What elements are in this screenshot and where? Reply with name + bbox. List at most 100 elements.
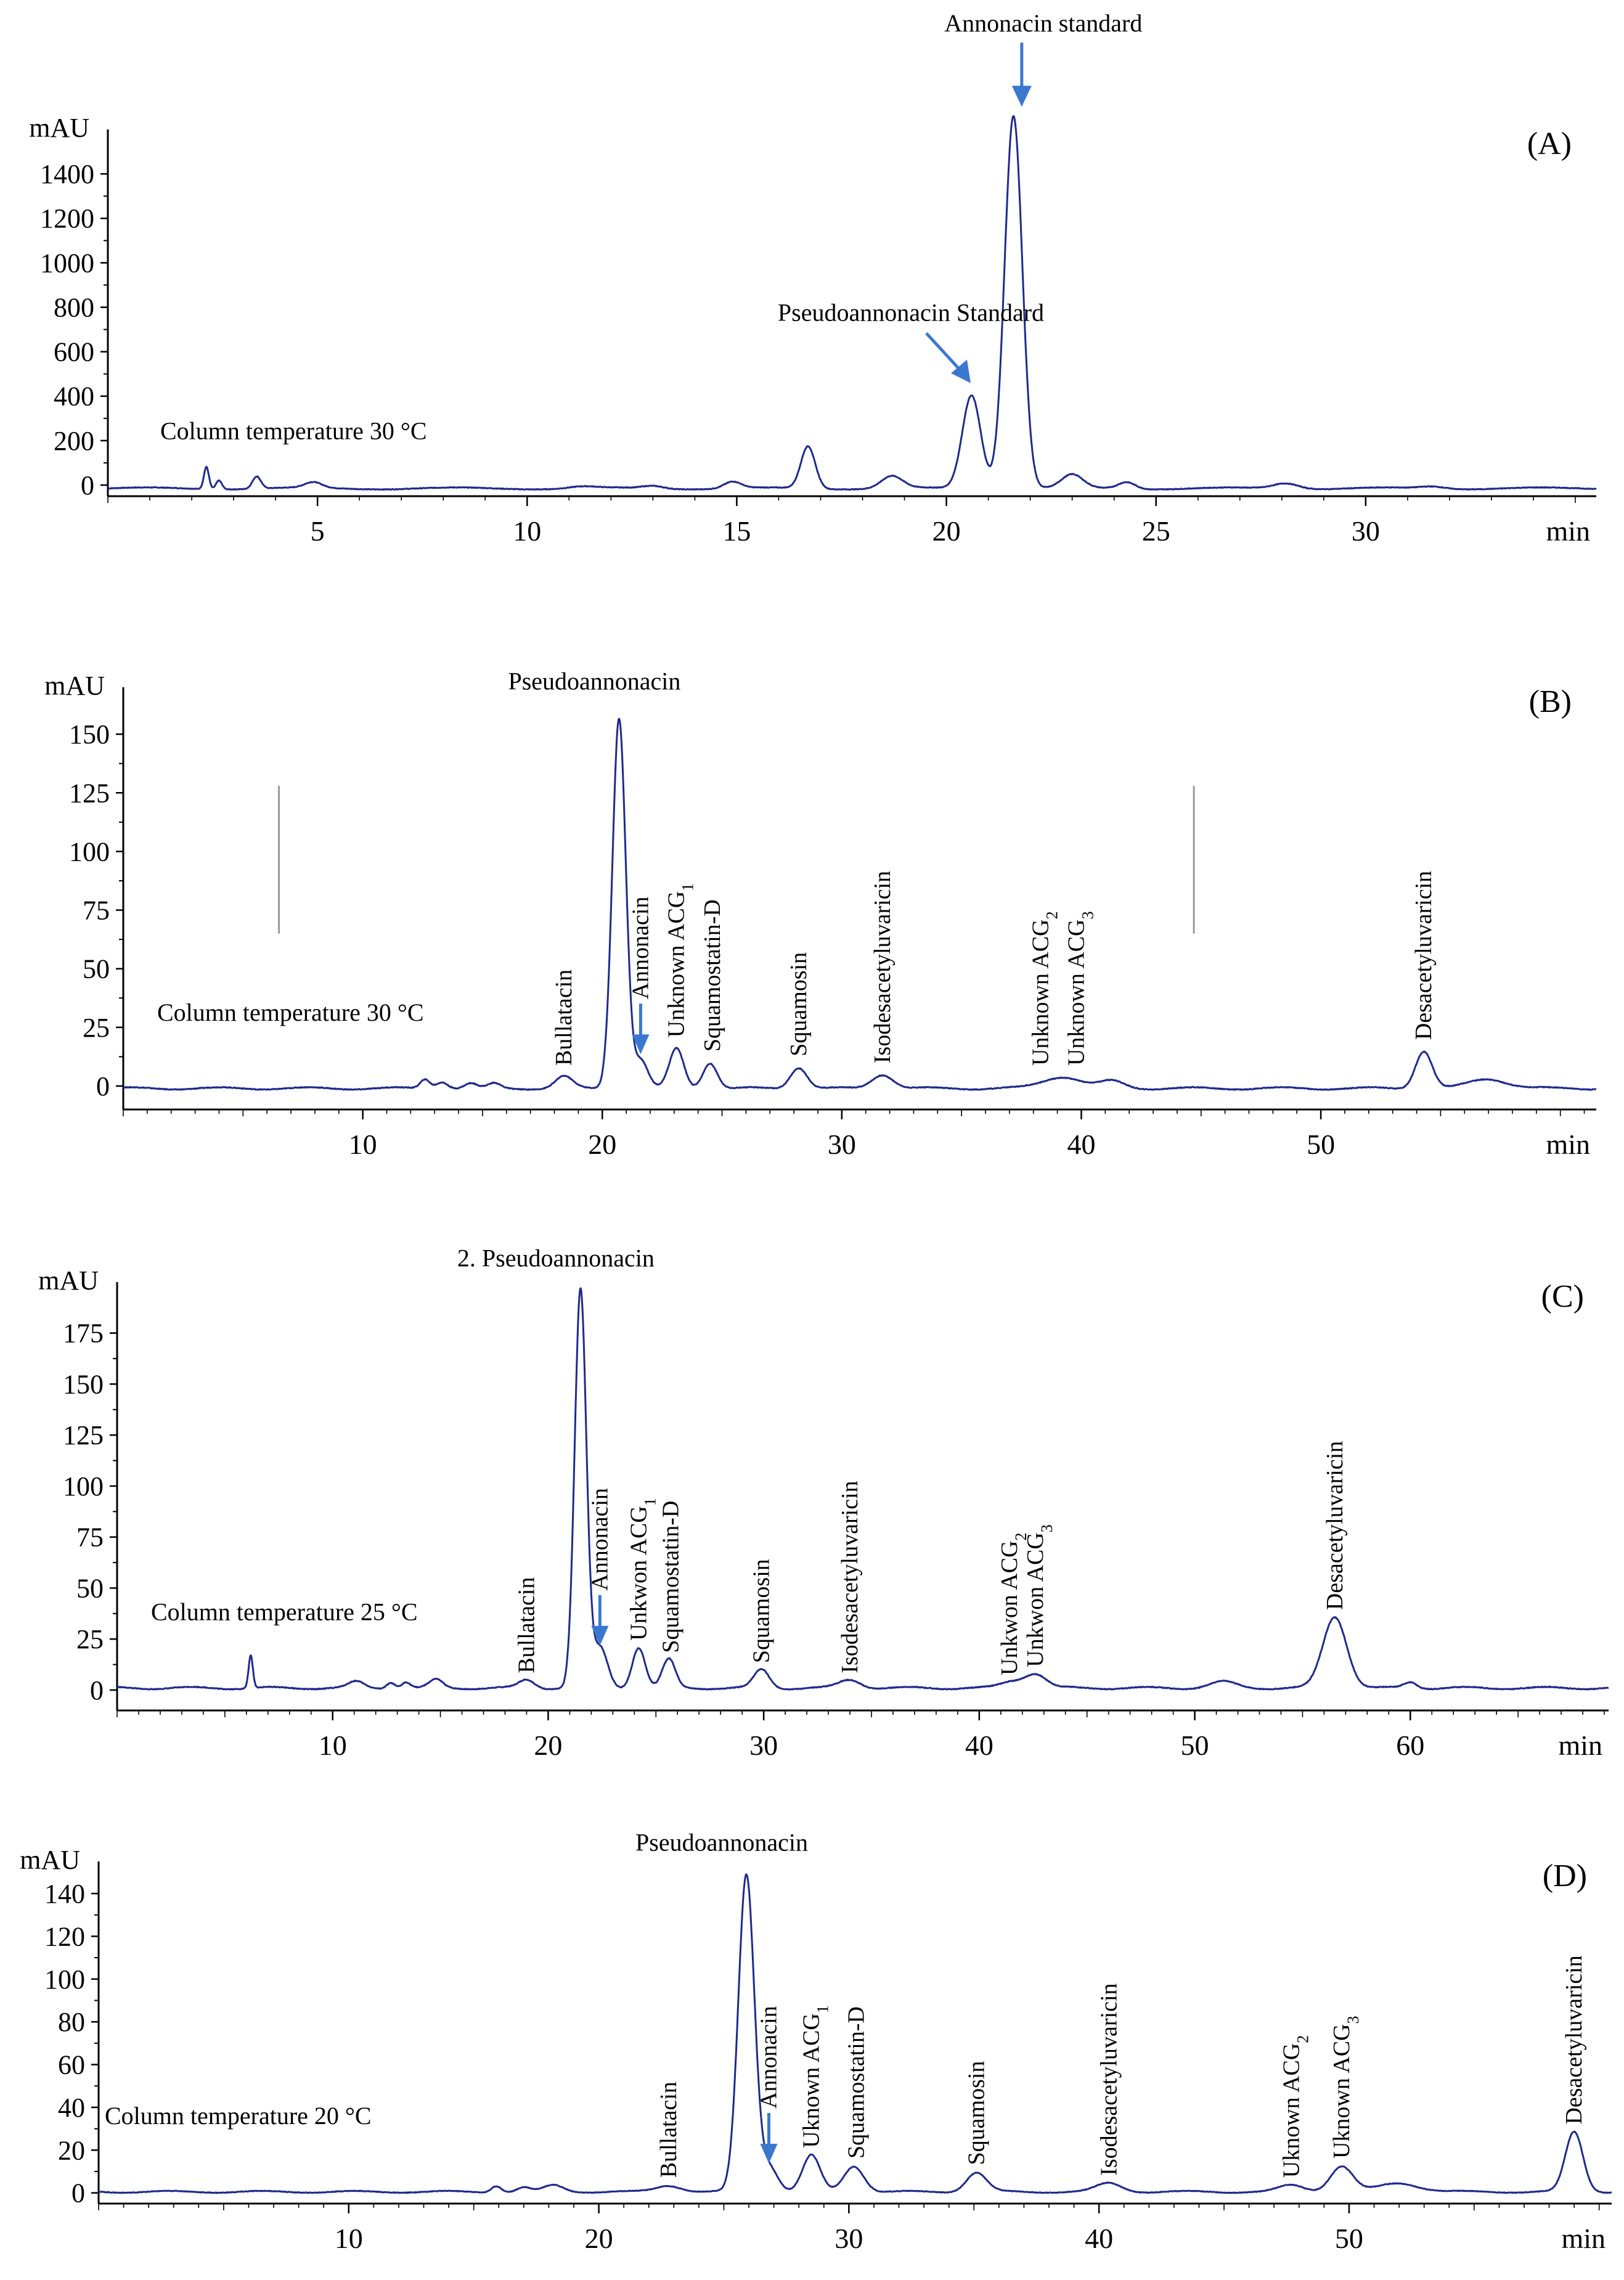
- peak-label: Desacetyluvaricin: [1322, 1441, 1348, 1610]
- peak-label: Bullatacin: [513, 1577, 539, 1673]
- y-tick-label: 0: [90, 1675, 104, 1706]
- y-axis-label: mAU: [44, 671, 105, 701]
- y-axis-label: mAU: [20, 1845, 80, 1875]
- x-tick-label: 10: [513, 515, 541, 547]
- y-tick-label: 120: [44, 1921, 85, 1951]
- x-tick-label: 20: [534, 1730, 562, 1761]
- peak-label: Squamosin: [749, 1559, 775, 1663]
- peak-label: Squamosin: [786, 952, 812, 1056]
- x-tick-label: 50: [1307, 1129, 1335, 1160]
- peak-label: Bullatacin: [656, 2082, 682, 2178]
- peak-label: Squamostatin-D: [658, 1501, 684, 1653]
- x-tick-label: 40: [1085, 2223, 1113, 2254]
- peak-label: Isodesacetyluvaricin: [1096, 1983, 1122, 2175]
- chromatogram-panel-b: 0 25 50 75 100 125 150 mAU 10 20 30 40 50 min (B) Colum…: [44, 668, 1597, 1160]
- y-tick-label: 25: [76, 1624, 104, 1654]
- y-tick-label: 25: [83, 1013, 110, 1043]
- y-tick-label: 75: [83, 896, 110, 926]
- column-temperature-note: Column temperature 20 °C: [105, 2102, 372, 2130]
- column-temperature-note: Column temperature 30 °C: [160, 417, 427, 444]
- panel-tag: (D): [1543, 1858, 1587, 1894]
- annonacin-arrow-head: [760, 2144, 778, 2164]
- peak-label-top: 2. Pseudoannonacin: [457, 1244, 655, 1272]
- x-tick-label: 50: [1335, 2223, 1363, 2254]
- y-tick-label: 60: [58, 2050, 85, 2080]
- peak-label: Annonacin: [587, 1488, 613, 1591]
- peak-label-top: Pseudoannonacin: [635, 1828, 808, 1856]
- annonacin-arrow-head: [591, 1625, 609, 1646]
- y-tick-label: 125: [63, 1420, 104, 1450]
- peak-label: Desacetyluvaricin: [1411, 871, 1437, 1040]
- y-tick-label: 150: [69, 719, 110, 750]
- x-tick-label: 10: [319, 1730, 347, 1761]
- x-tick-label: 20: [932, 515, 961, 547]
- x-tick-label: 30: [1352, 515, 1380, 547]
- x-tick-label: 50: [1181, 1730, 1209, 1761]
- peak-label-subscript: 3: [1344, 2016, 1361, 2024]
- peak-label: Annonacin: [756, 2006, 782, 2109]
- peak-label: Squamostatin-D: [844, 2006, 870, 2159]
- peak-label: Isodesacetyluvaricin: [870, 871, 896, 1063]
- annonacin-standard-label: Annonacin standard: [944, 9, 1142, 37]
- column-temperature-note: Column temperature 30 °C: [157, 999, 424, 1026]
- peak-label-subscript: 3: [1037, 1524, 1055, 1532]
- peak-label-subscript: 1: [679, 883, 696, 891]
- x-tick-label: 40: [1067, 1129, 1095, 1160]
- y-tick-label: 400: [54, 382, 94, 412]
- peak-label: Uknown ACG2: [1279, 2035, 1312, 2178]
- x-tick-label: 30: [749, 1730, 778, 1761]
- peak-label-subscript: 2: [1043, 911, 1061, 919]
- y-tick-label: 600: [54, 337, 94, 367]
- peak-label-subscript: 3: [1079, 911, 1096, 919]
- x-tick-label: 20: [585, 2223, 613, 2254]
- column-temperature-note: Column temperature 25 °C: [151, 1598, 418, 1626]
- peak-label-subscript: 1: [814, 2005, 831, 2013]
- y-tick-label: 100: [63, 1471, 104, 1502]
- panel-tag: (B): [1529, 684, 1572, 719]
- peak-label: Unkwon ACG1: [626, 1498, 659, 1641]
- y-tick-label: 20: [58, 2135, 85, 2165]
- x-tick-label: 25: [1142, 515, 1170, 547]
- y-tick-label: 0: [81, 470, 94, 501]
- y-tick-label: 125: [69, 778, 110, 808]
- x-axis-unit: min: [1558, 1730, 1602, 1761]
- annonacin-arrow-head: [632, 1034, 650, 1055]
- standard-arrow-head: [1011, 86, 1032, 107]
- y-tick-label: 50: [76, 1573, 104, 1603]
- x-tick-label: 60: [1396, 1730, 1424, 1761]
- y-tick-label: 800: [54, 292, 94, 322]
- y-tick-label: 1000: [40, 248, 94, 278]
- standard-arrow-head: [950, 359, 971, 383]
- y-tick-label: 175: [63, 1318, 104, 1349]
- pseudoannonacin-standard-label: Pseudoannonacin Standard: [778, 299, 1044, 327]
- chromatogram-trace: [116, 1287, 1609, 1691]
- peak-label: Annonacin: [627, 897, 653, 1000]
- y-tick-label: 50: [83, 954, 110, 984]
- peak-label: Unknown ACG1: [664, 883, 697, 1038]
- peak-label: Isodesacetyluvaricin: [837, 1481, 863, 1673]
- peak-label: Uknown ACG1: [798, 2005, 831, 2148]
- y-tick-label: 1200: [40, 203, 94, 234]
- y-tick-label: 150: [63, 1369, 104, 1399]
- panel-tag: (A): [1527, 126, 1572, 161]
- y-tick-label: 100: [69, 836, 110, 867]
- x-tick-label: 5: [311, 515, 325, 547]
- peak-label: Unkwon ACG3: [1022, 1524, 1056, 1667]
- x-axis-unit: min: [1546, 1129, 1590, 1160]
- y-tick-label: 1400: [40, 159, 94, 189]
- peak-label: Unknown ACG3: [1064, 911, 1097, 1066]
- y-axis-label: mAU: [29, 113, 89, 143]
- standard-arrow: [925, 332, 961, 372]
- y-tick-label: 140: [44, 1879, 85, 1909]
- y-tick-label: 80: [58, 2007, 85, 2037]
- chromatogram-panel-a: 0 200 400 600 800 1000 1200 1400 mAU 5 10 15 20 25 30 m…: [29, 9, 1597, 547]
- peak-label: Desacetyluvaricin: [1561, 1955, 1587, 2124]
- panel-tag: (C): [1541, 1279, 1584, 1314]
- y-tick-label: 0: [71, 2178, 85, 2208]
- peak-label-subscript: 2: [1011, 1532, 1029, 1540]
- chromatogram-panel-d: 0 20 40 60 80 100 120 140 mAU 10 20 30 40 50 min (D) Col…: [20, 1828, 1612, 2254]
- y-tick-label: 40: [58, 2093, 85, 2123]
- x-tick-label: 30: [828, 1129, 856, 1160]
- x-tick-label: 15: [722, 515, 751, 547]
